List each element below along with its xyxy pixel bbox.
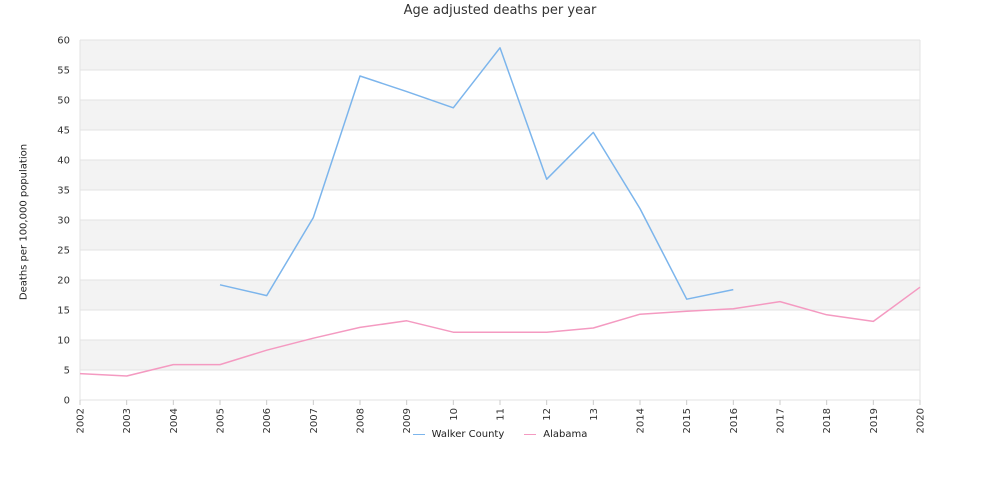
- x-tick-label: 2003: [122, 408, 133, 433]
- x-tick-label: 2008: [356, 408, 367, 433]
- y-tick-label: 25: [57, 246, 70, 257]
- y-tick-label: 55: [57, 66, 70, 77]
- x-tick-label: 2004: [169, 408, 180, 433]
- x-tick-label: 2002: [76, 408, 87, 433]
- plot-band: [80, 310, 920, 340]
- x-tick-label: 11: [496, 408, 507, 421]
- y-tick-label: 15: [57, 306, 70, 317]
- x-tick-labels: 2002 2003 2004 2005 2006 2007 2008 2009 10 11 12 13…: [76, 400, 927, 433]
- plot-band: [80, 70, 920, 100]
- x-tick-label: 13: [589, 408, 600, 421]
- x-tick-label: 2020: [916, 408, 927, 433]
- x-tick-label: 2016: [729, 408, 740, 433]
- x-tick-label: 2015: [682, 408, 693, 433]
- x-tick-label: 2018: [822, 408, 833, 433]
- plot-band: [80, 370, 920, 400]
- y-tick-label: 10: [57, 336, 70, 347]
- plot-bands: [80, 40, 920, 400]
- plot-band: [80, 100, 920, 130]
- plot-band: [80, 160, 920, 190]
- x-tick-label: 2006: [262, 408, 273, 433]
- plot-band: [80, 130, 920, 160]
- legend-label-alabama: Alabama: [543, 429, 588, 440]
- y-tick-label: 30: [57, 216, 70, 227]
- legend-label-walker-county: Walker County: [431, 429, 505, 440]
- x-tick-label: 2009: [402, 408, 413, 433]
- legend: Walker County Alabama: [0, 429, 1000, 440]
- x-tick-label: 2014: [636, 408, 647, 433]
- legend-swatch-alabama: [524, 434, 537, 435]
- legend-item-walker-county[interactable]: Walker County: [412, 429, 505, 440]
- legend-item-alabama[interactable]: Alabama: [524, 429, 587, 440]
- y-axis-label: Deaths per 100,000 population: [18, 143, 30, 301]
- y-tick-label: 40: [57, 156, 70, 167]
- y-tick-label: 45: [57, 126, 70, 137]
- series-line-walker-county: [219, 47, 734, 300]
- legend-swatch-walker-county: [412, 434, 425, 435]
- plot-band: [80, 250, 920, 280]
- plot-band: [80, 40, 920, 70]
- y-tick-label: 50: [57, 96, 70, 107]
- y-tick-label: 0: [64, 396, 70, 407]
- y-tick-label: 35: [57, 186, 70, 197]
- x-tick-label: 2019: [869, 408, 880, 433]
- x-tick-label: 10: [449, 408, 460, 421]
- x-tick-label: 12: [542, 408, 553, 421]
- x-tick-label: 2005: [216, 408, 227, 433]
- y-tick-labels: 0 5 10 15 20 25 30 35 40 45 50 55 60: [57, 36, 70, 407]
- y-tick-label: 20: [57, 276, 70, 287]
- plot-band: [80, 340, 920, 370]
- plot-band: [80, 220, 920, 250]
- plot-band: [80, 190, 920, 220]
- y-tick-label: 60: [57, 36, 70, 47]
- x-tick-label: 2007: [309, 408, 320, 433]
- series-line-alabama: [79, 286, 921, 377]
- y-tick-label: 5: [64, 366, 70, 377]
- x-tick-label: 2017: [776, 408, 787, 433]
- series-lines: [79, 47, 921, 377]
- chart-title: Age adjusted deaths per year: [403, 3, 597, 18]
- grid-lines: [79, 39, 921, 401]
